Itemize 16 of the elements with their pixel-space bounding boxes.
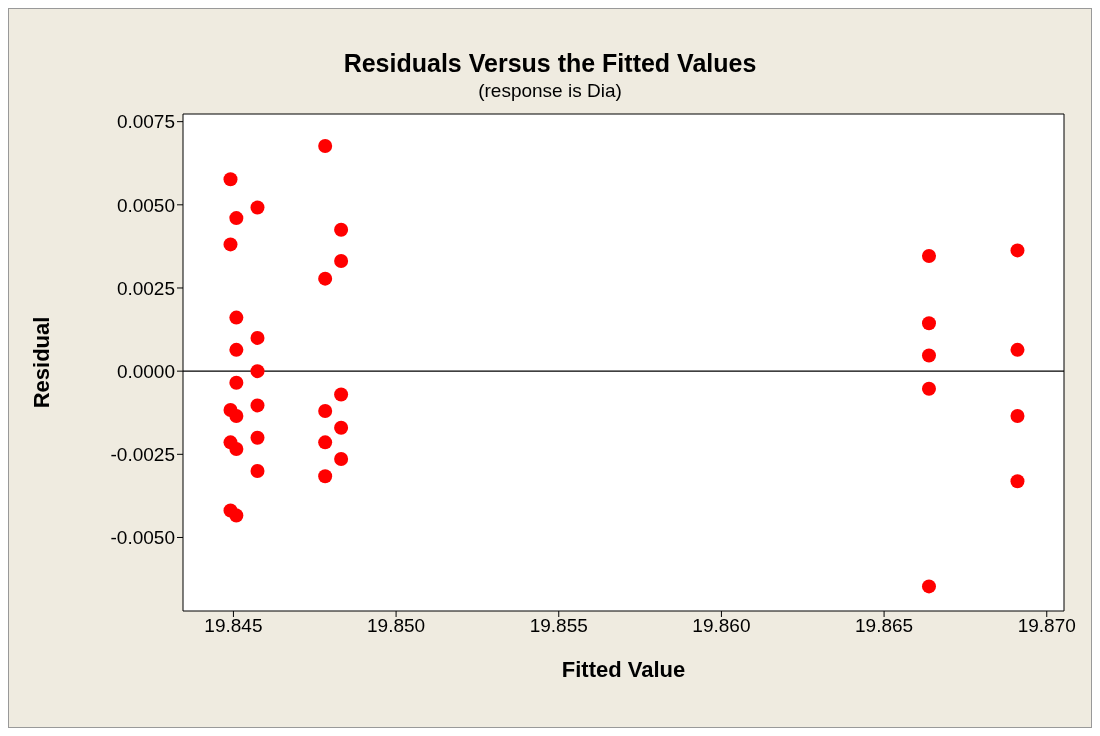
y-tick-label: 0.0025 (116, 277, 175, 299)
chart-title: Residuals Versus the Fitted Values (342, 48, 758, 78)
x-tick-label: 19.860 (692, 615, 751, 637)
y-tick-label: 0.0000 (116, 360, 175, 382)
x-axis-title: Fitted Value (561, 657, 686, 682)
y-tick-label: -0.0025 (110, 444, 175, 466)
y-axis-title: Residual (28, 316, 54, 409)
x-tick-label: 19.870 (1017, 615, 1076, 637)
x-tick-label: 19.855 (529, 615, 588, 637)
y-tick-label: 0.0050 (116, 194, 175, 216)
y-tick-label: -0.0050 (110, 527, 175, 549)
chart-subtitle: (response is Dia) (477, 80, 623, 102)
x-tick-label: 19.850 (367, 615, 426, 637)
y-tick-label: 0.0075 (116, 111, 175, 133)
x-tick-label: 19.845 (204, 615, 263, 637)
x-tick-label: 19.865 (855, 615, 914, 637)
